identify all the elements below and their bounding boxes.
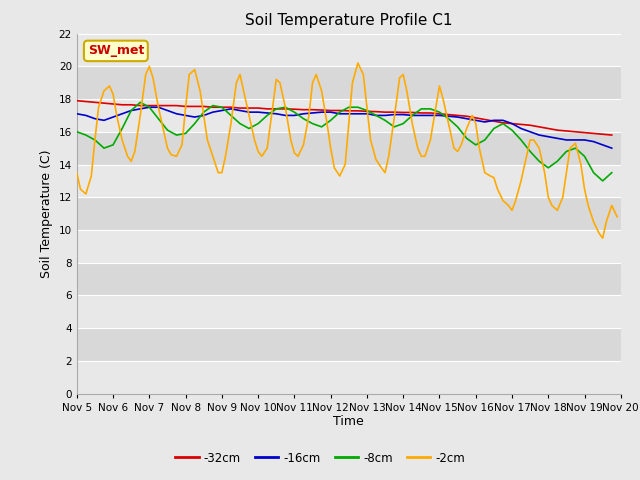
Y-axis label: Soil Temperature (C): Soil Temperature (C) — [40, 149, 53, 278]
Text: SW_met: SW_met — [88, 44, 144, 58]
Bar — [77, 263, 621, 295]
Bar — [77, 361, 621, 394]
Bar — [77, 165, 621, 197]
Bar — [77, 66, 621, 99]
Bar — [77, 230, 621, 263]
Bar — [77, 34, 621, 66]
Bar — [77, 328, 621, 361]
Bar — [77, 295, 621, 328]
Bar — [77, 132, 621, 165]
Bar — [77, 197, 621, 230]
X-axis label: Time: Time — [333, 415, 364, 429]
Title: Soil Temperature Profile C1: Soil Temperature Profile C1 — [245, 13, 452, 28]
Legend: -32cm, -16cm, -8cm, -2cm: -32cm, -16cm, -8cm, -2cm — [170, 447, 470, 469]
Bar — [77, 99, 621, 132]
